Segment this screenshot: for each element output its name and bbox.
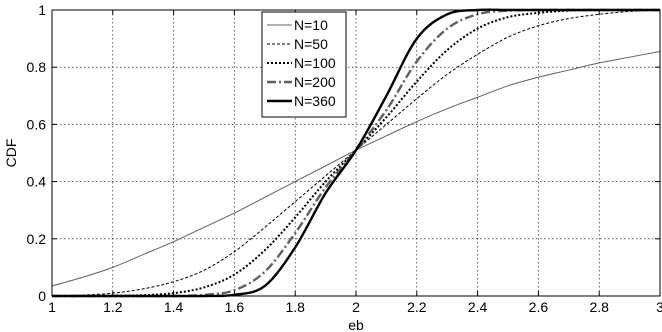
y-tick-label: 1 bbox=[38, 2, 46, 18]
legend-label: N=50 bbox=[294, 36, 328, 52]
plot-frame bbox=[51, 9, 661, 297]
grid bbox=[51, 9, 661, 297]
x-tick-label: 2.4 bbox=[468, 299, 488, 315]
series-line-n-200 bbox=[52, 8, 660, 298]
y-tick-label: 0.2 bbox=[27, 231, 47, 247]
x-tick-label: 2.2 bbox=[407, 299, 427, 315]
y-tick-label: 0 bbox=[38, 288, 46, 304]
series-lines bbox=[51, 8, 661, 298]
x-tick-label: 1.6 bbox=[225, 299, 245, 315]
ticks bbox=[51, 9, 661, 297]
legend-label: N=100 bbox=[294, 55, 336, 71]
y-tick-label: 0.8 bbox=[27, 59, 47, 75]
series-line-n-100 bbox=[51, 8, 660, 298]
series-line-n-50 bbox=[51, 9, 661, 297]
y-axis-title: CDF bbox=[3, 139, 19, 168]
legend-label: N=10 bbox=[294, 17, 328, 33]
legend: N=10 N=50 N=100 N=200 N=360 bbox=[261, 11, 347, 118]
legend-label: N=360 bbox=[294, 93, 336, 109]
x-tick-label: 1.8 bbox=[285, 299, 305, 315]
legend-label: N=200 bbox=[294, 74, 336, 90]
y-tick-label: 0.6 bbox=[27, 116, 47, 132]
x-tick-labels: 1 1.2 1.4 1.6 1.8 2 2.2 2.4 2.6 2.8 3 bbox=[48, 299, 662, 315]
x-tick-label: 3 bbox=[656, 299, 662, 315]
x-tick-label: 2.6 bbox=[529, 299, 549, 315]
x-tick-label: 1.2 bbox=[103, 299, 123, 315]
y-tick-label: 0.4 bbox=[27, 174, 47, 190]
x-axis-title: eb bbox=[348, 317, 364, 332]
series-line-n-360 bbox=[52, 8, 660, 298]
x-tick-label: 2 bbox=[352, 299, 360, 315]
x-tick-label: 1 bbox=[48, 299, 56, 315]
x-tick-label: 2.8 bbox=[589, 299, 609, 315]
x-tick-label: 1.4 bbox=[164, 299, 184, 315]
legend-box bbox=[261, 11, 347, 118]
y-tick-labels: 0 0.2 0.4 0.6 0.8 1 bbox=[27, 2, 47, 304]
